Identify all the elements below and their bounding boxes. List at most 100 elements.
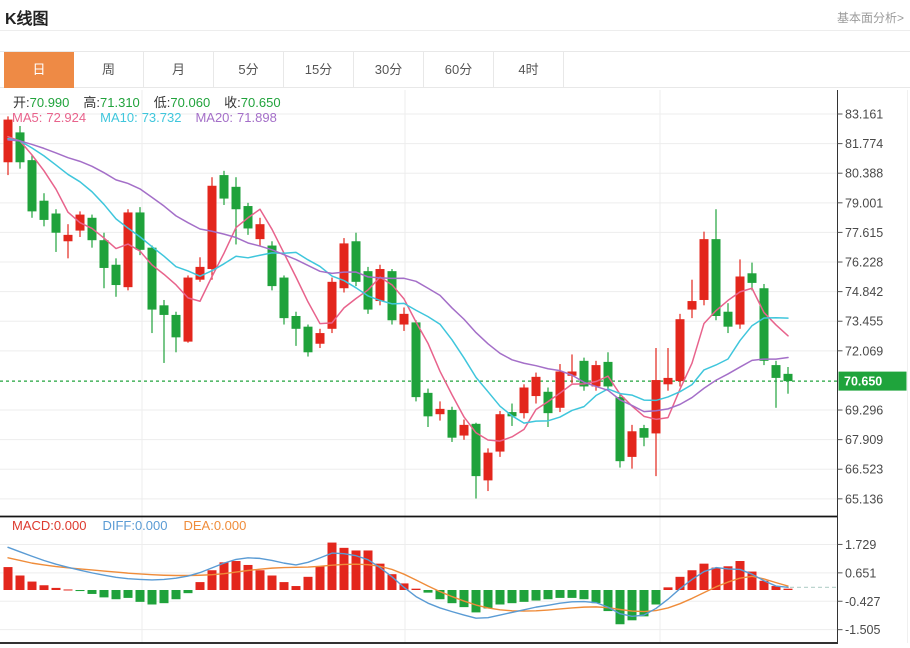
- candle[interactable]: [675, 313, 685, 387]
- candle[interactable]: [27, 154, 37, 218]
- candle-body[interactable]: [675, 319, 685, 382]
- candle-body[interactable]: [459, 424, 469, 436]
- candle[interactable]: [327, 277, 337, 334]
- candle-body[interactable]: [651, 380, 661, 434]
- candle[interactable]: [711, 209, 721, 321]
- candle-body[interactable]: [663, 377, 673, 385]
- candle-body[interactable]: [687, 301, 697, 310]
- candle[interactable]: [159, 299, 169, 363]
- macd-bar[interactable]: [771, 586, 781, 590]
- macd-bar[interactable]: [471, 590, 481, 613]
- candle-body[interactable]: [315, 333, 325, 344]
- macd-bar[interactable]: [63, 589, 73, 591]
- candle[interactable]: [603, 352, 613, 390]
- macd-bar[interactable]: [411, 588, 421, 590]
- candle-body[interactable]: [219, 175, 229, 199]
- macd-bar[interactable]: [783, 588, 793, 590]
- tab-month[interactable]: 月: [144, 52, 214, 88]
- macd-bar[interactable]: [123, 590, 133, 598]
- macd-bar[interactable]: [663, 587, 673, 590]
- candle[interactable]: [135, 207, 145, 256]
- candle[interactable]: [411, 320, 421, 402]
- macd-bar[interactable]: [99, 590, 109, 598]
- macd-bar[interactable]: [207, 570, 217, 590]
- candle[interactable]: [339, 238, 349, 293]
- macd-bar[interactable]: [363, 550, 373, 590]
- tab-day[interactable]: 日: [4, 52, 74, 88]
- candle[interactable]: [783, 367, 793, 394]
- macd-bar[interactable]: [603, 590, 613, 612]
- fundamental-analysis-link[interactable]: 基本面分析>: [836, 11, 904, 25]
- candle[interactable]: [495, 410, 505, 457]
- macd-bar[interactable]: [291, 586, 301, 590]
- macd-bar[interactable]: [219, 562, 229, 590]
- candle[interactable]: [111, 258, 121, 297]
- macd-bar[interactable]: [591, 590, 601, 604]
- candle[interactable]: [147, 245, 157, 334]
- candle-body[interactable]: [747, 273, 757, 283]
- candle-body[interactable]: [435, 408, 445, 415]
- candle[interactable]: [195, 257, 205, 282]
- candle[interactable]: [423, 388, 433, 428]
- macd-bar[interactable]: [435, 590, 445, 600]
- candle-body[interactable]: [99, 240, 109, 268]
- candle[interactable]: [51, 209, 61, 252]
- macd-bar[interactable]: [459, 590, 469, 608]
- candle[interactable]: [123, 209, 133, 291]
- macd-bar[interactable]: [759, 580, 769, 590]
- macd-bar[interactable]: [3, 567, 13, 590]
- macd-bar[interactable]: [279, 582, 289, 590]
- candle-body[interactable]: [279, 277, 289, 319]
- candle-body[interactable]: [591, 365, 601, 387]
- macd-bar[interactable]: [231, 561, 241, 590]
- candle-body[interactable]: [711, 239, 721, 316]
- tab-4hour[interactable]: 4时: [494, 52, 564, 88]
- candle-body[interactable]: [183, 277, 193, 342]
- candle[interactable]: [471, 422, 481, 499]
- candle-body[interactable]: [495, 414, 505, 452]
- macd-bar[interactable]: [423, 590, 433, 593]
- candle-body[interactable]: [423, 392, 433, 417]
- candle-body[interactable]: [207, 185, 217, 270]
- candle[interactable]: [387, 269, 397, 325]
- candle-body[interactable]: [339, 243, 349, 289]
- macd-bar[interactable]: [267, 575, 277, 590]
- candle[interactable]: [375, 264, 385, 306]
- macd-bar[interactable]: [483, 590, 493, 609]
- candle[interactable]: [555, 364, 565, 413]
- candle[interactable]: [291, 311, 301, 346]
- candle-body[interactable]: [735, 276, 745, 325]
- macd-bar[interactable]: [87, 590, 97, 594]
- candle-body[interactable]: [111, 264, 121, 286]
- macd-bar[interactable]: [339, 547, 349, 590]
- macd-bar[interactable]: [639, 590, 649, 617]
- candle-body[interactable]: [351, 241, 361, 282]
- candle[interactable]: [231, 177, 241, 245]
- candle-body[interactable]: [63, 234, 73, 242]
- candle-body[interactable]: [387, 271, 397, 321]
- macd-bar[interactable]: [543, 590, 553, 600]
- macd-bar[interactable]: [627, 590, 637, 621]
- macd-bar[interactable]: [723, 566, 733, 590]
- candle-body[interactable]: [447, 409, 457, 438]
- macd-bar[interactable]: [159, 590, 169, 604]
- candle[interactable]: [447, 406, 457, 442]
- macd-bar[interactable]: [255, 570, 265, 590]
- macd-bar[interactable]: [495, 590, 505, 605]
- macd-bar[interactable]: [507, 590, 517, 604]
- candle[interactable]: [615, 392, 625, 468]
- candle[interactable]: [279, 275, 289, 325]
- candle-body[interactable]: [723, 311, 733, 327]
- macd-bar[interactable]: [375, 563, 385, 590]
- candle-body[interactable]: [555, 371, 565, 408]
- candle-body[interactable]: [471, 423, 481, 477]
- candle[interactable]: [531, 372, 541, 404]
- candle[interactable]: [207, 177, 217, 280]
- macd-bar[interactable]: [135, 590, 145, 602]
- candle-body[interactable]: [195, 266, 205, 280]
- candle-body[interactable]: [627, 431, 637, 457]
- candle-body[interactable]: [783, 373, 793, 382]
- candle[interactable]: [639, 424, 649, 447]
- candle-body[interactable]: [303, 326, 313, 353]
- candle-body[interactable]: [567, 371, 577, 376]
